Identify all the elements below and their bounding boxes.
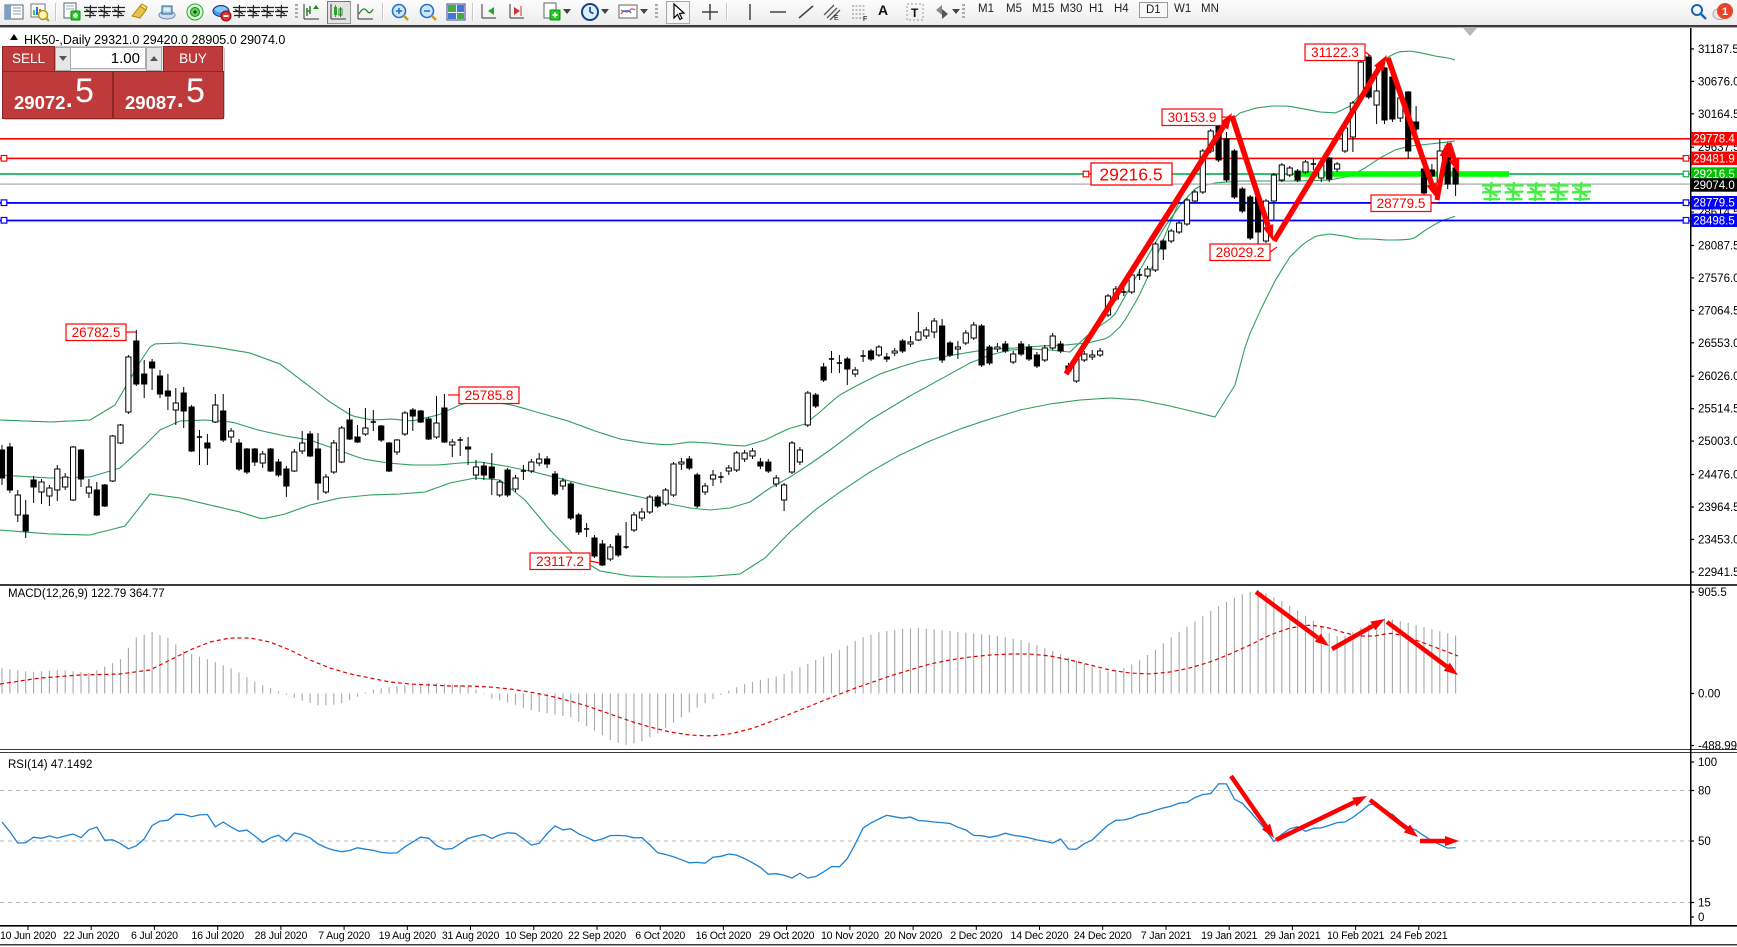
svg-text:T: T — [911, 6, 919, 20]
svg-text:15: 15 — [1698, 898, 1711, 910]
svg-text:10 Jun 2020: 10 Jun 2020 — [0, 930, 56, 942]
svg-text:10 Feb 2021: 10 Feb 2021 — [1327, 930, 1385, 942]
svg-text:MACD(12,26,9) 122.79 364.77: MACD(12,26,9) 122.79 364.77 — [8, 588, 165, 600]
svg-text:7 Jan 2021: 7 Jan 2021 — [1141, 930, 1192, 942]
svg-text:2 Dec 2020: 2 Dec 2020 — [950, 930, 1002, 942]
svg-text:28779.5: 28779.5 — [1693, 198, 1735, 210]
svg-text:29074.0: 29074.0 — [1693, 180, 1735, 192]
svg-text:16 Jul 2020: 16 Jul 2020 — [191, 930, 244, 942]
svg-text:29778.4: 29778.4 — [1693, 134, 1735, 146]
svg-text:HK50-,Daily 29321.0 29420.0 2: HK50-,Daily 29321.0 29420.0 28905.0 2907… — [24, 33, 285, 47]
svg-text:31 Aug 2020: 31 Aug 2020 — [442, 930, 500, 942]
svg-text:1: 1 — [1722, 6, 1728, 18]
svg-text:28087.5: 28087.5 — [1698, 241, 1737, 253]
svg-text:F: F — [863, 16, 867, 22]
svg-text:24476.0: 24476.0 — [1698, 470, 1737, 482]
svg-text:27576.0: 27576.0 — [1698, 273, 1737, 285]
svg-text:14 Dec 2020: 14 Dec 2020 — [1011, 930, 1069, 942]
svg-text:25514.5: 25514.5 — [1698, 404, 1737, 416]
svg-text:7 Aug 2020: 7 Aug 2020 — [318, 930, 370, 942]
svg-text:16 Oct 2020: 16 Oct 2020 — [696, 930, 752, 942]
svg-text:24 Dec 2020: 24 Dec 2020 — [1074, 930, 1132, 942]
svg-text:28779.5: 28779.5 — [1377, 196, 1426, 211]
svg-text:RSI(14) 47.1492: RSI(14) 47.1492 — [8, 759, 92, 771]
svg-text:0: 0 — [1698, 912, 1704, 924]
svg-text:19 Aug 2020: 19 Aug 2020 — [379, 930, 437, 942]
svg-text:27064.5: 27064.5 — [1698, 305, 1737, 317]
svg-text:22941.5: 22941.5 — [1698, 567, 1737, 579]
svg-text:22 Jun 2020: 22 Jun 2020 — [63, 930, 119, 942]
svg-text:28498.5: 28498.5 — [1693, 215, 1735, 227]
svg-text:20 Nov 2020: 20 Nov 2020 — [884, 930, 942, 942]
svg-text:29 Jan 2021: 29 Jan 2021 — [1264, 930, 1320, 942]
svg-text:-488.99: -488.99 — [1698, 741, 1737, 753]
svg-text:10 Nov 2020: 10 Nov 2020 — [821, 930, 879, 942]
svg-text:10 Sep 2020: 10 Sep 2020 — [505, 930, 563, 942]
svg-text:23964.5: 23964.5 — [1698, 502, 1737, 514]
svg-text:22 Sep 2020: 22 Sep 2020 — [568, 930, 626, 942]
svg-text:30676.0: 30676.0 — [1698, 76, 1737, 88]
svg-text:6 Jul 2020: 6 Jul 2020 — [131, 930, 178, 942]
svg-text:26553.0: 26553.0 — [1698, 338, 1737, 350]
svg-text:29481.9: 29481.9 — [1693, 153, 1735, 165]
svg-text:25003.0: 25003.0 — [1698, 436, 1737, 448]
svg-text:25785.8: 25785.8 — [465, 388, 514, 403]
svg-text:28 Jul 2020: 28 Jul 2020 — [255, 930, 308, 942]
svg-text:100: 100 — [1698, 757, 1717, 769]
svg-text:50: 50 — [1698, 836, 1711, 848]
svg-text:0.00: 0.00 — [1698, 689, 1720, 701]
svg-text:30164.5: 30164.5 — [1698, 109, 1737, 121]
svg-text:29 Oct 2020: 29 Oct 2020 — [759, 930, 815, 942]
svg-text:24 Feb 2021: 24 Feb 2021 — [1390, 930, 1448, 942]
svg-text:6 Oct 2020: 6 Oct 2020 — [635, 930, 685, 942]
svg-text:E: E — [834, 15, 839, 22]
svg-text:80: 80 — [1698, 786, 1711, 798]
svg-text:23117.2: 23117.2 — [536, 554, 584, 569]
svg-text:19 Jan 2021: 19 Jan 2021 — [1201, 930, 1257, 942]
svg-text:28029.2: 28029.2 — [1216, 245, 1265, 260]
svg-text:26782.5: 26782.5 — [72, 325, 121, 340]
svg-text:26026.0: 26026.0 — [1698, 371, 1737, 383]
svg-text:30153.9: 30153.9 — [1168, 110, 1217, 125]
svg-text:29216.5: 29216.5 — [1099, 165, 1162, 185]
svg-text:905.5: 905.5 — [1698, 587, 1727, 599]
svg-text:31187.5: 31187.5 — [1698, 44, 1737, 56]
svg-text:29216.5: 29216.5 — [1693, 169, 1735, 181]
svg-text:23453.0: 23453.0 — [1698, 534, 1737, 546]
svg-text:31122.3: 31122.3 — [1311, 45, 1359, 60]
